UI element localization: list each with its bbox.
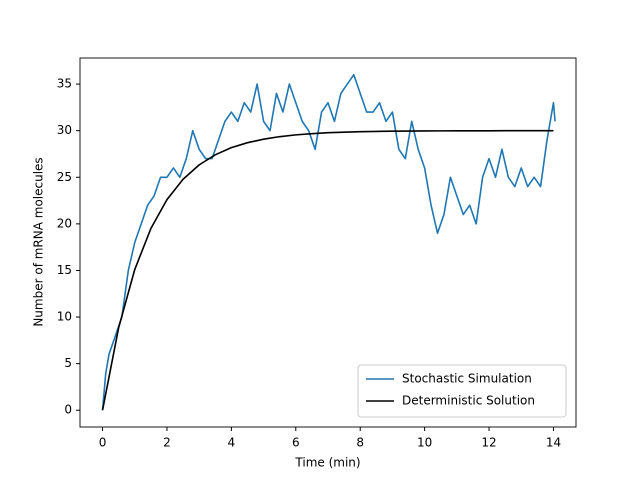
y-tick-label: 20 [57,216,72,230]
x-tick-label: 0 [99,436,107,450]
legend-box [357,364,567,418]
x-tick-label: 14 [546,436,561,450]
legend-label: Deterministic Solution [402,394,535,408]
y-tick-label: 30 [57,123,72,137]
y-tick-label: 25 [57,170,72,184]
y-tick-label: 5 [64,356,72,370]
x-axis-label: Time (min) [294,456,360,470]
x-tick-label: 2 [163,436,171,450]
x-tick-label: 10 [417,436,432,450]
y-tick-label: 0 [64,403,72,417]
x-tick-label: 6 [292,436,300,450]
y-tick-label: 15 [57,263,72,277]
x-tick-label: 8 [356,436,364,450]
x-tick-label: 4 [228,436,236,450]
x-tick-label: 12 [481,436,496,450]
series-line [101,73,556,411]
y-tick-label: 10 [57,310,72,324]
y-axis-label: Number of mRNA molecules [32,157,46,326]
y-tick-label: 35 [57,77,72,91]
legend-label: Stochastic Simulation [402,372,532,386]
plot-frame [79,57,577,428]
series-line [101,129,554,411]
